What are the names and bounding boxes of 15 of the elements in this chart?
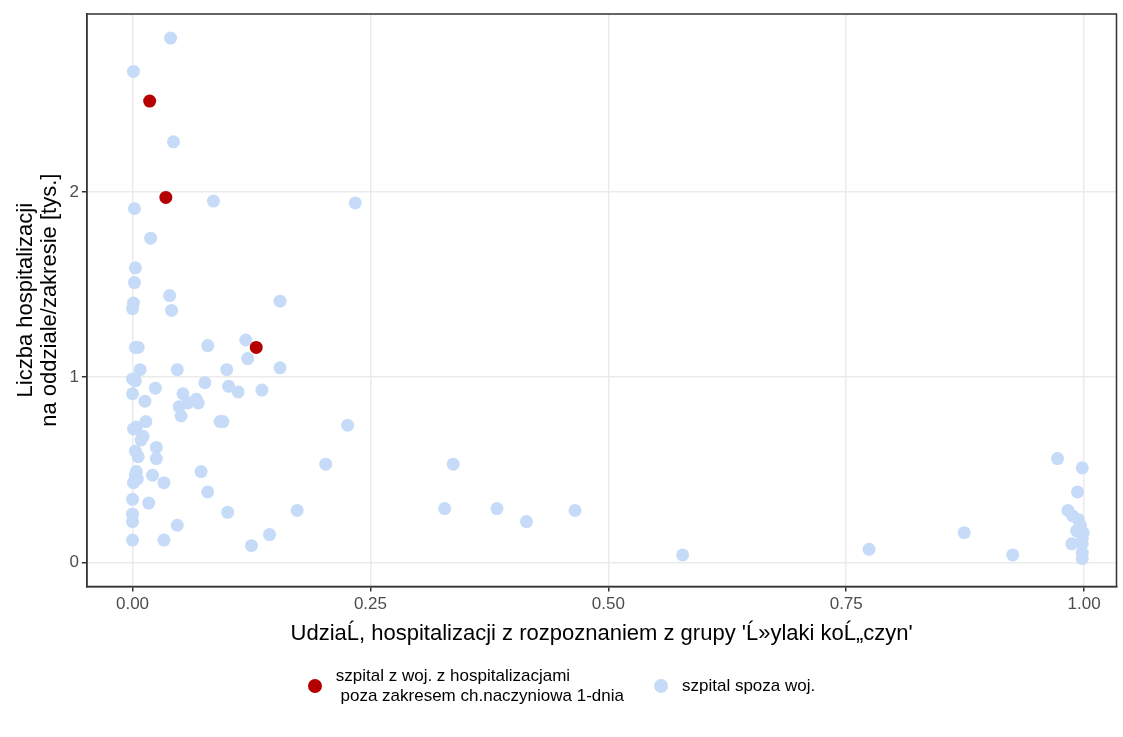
point xyxy=(249,340,263,354)
y-tick-label: 1 xyxy=(69,366,79,386)
x-tick-label: 1.00 xyxy=(1067,594,1101,614)
point xyxy=(159,190,173,204)
x-tick-label: 0.00 xyxy=(115,594,150,614)
legend-label: szpital spoza woj. xyxy=(681,676,816,696)
y-tick-label: 2 xyxy=(69,181,79,201)
legend-label: szpital z woj. z hospitalizacjami poza zakresem ch.naczyniowa 1-dnia xyxy=(335,666,624,706)
x-tick-label: 0.75 xyxy=(829,594,863,614)
point xyxy=(143,94,157,108)
x-tick-label: 0.25 xyxy=(353,594,387,614)
x-tick-label: 0.50 xyxy=(591,594,625,614)
y-tick-label: 0 xyxy=(69,552,79,572)
y-axis-title: Liczba hospitalizacji na oddziale/zakresie [tys.] xyxy=(12,173,62,427)
x-axis-title: UdziaĹ, hospitalizacji z rozpoznaniem z grupy 'Ĺ»ylaki koĹ„czyn' xyxy=(290,619,913,645)
